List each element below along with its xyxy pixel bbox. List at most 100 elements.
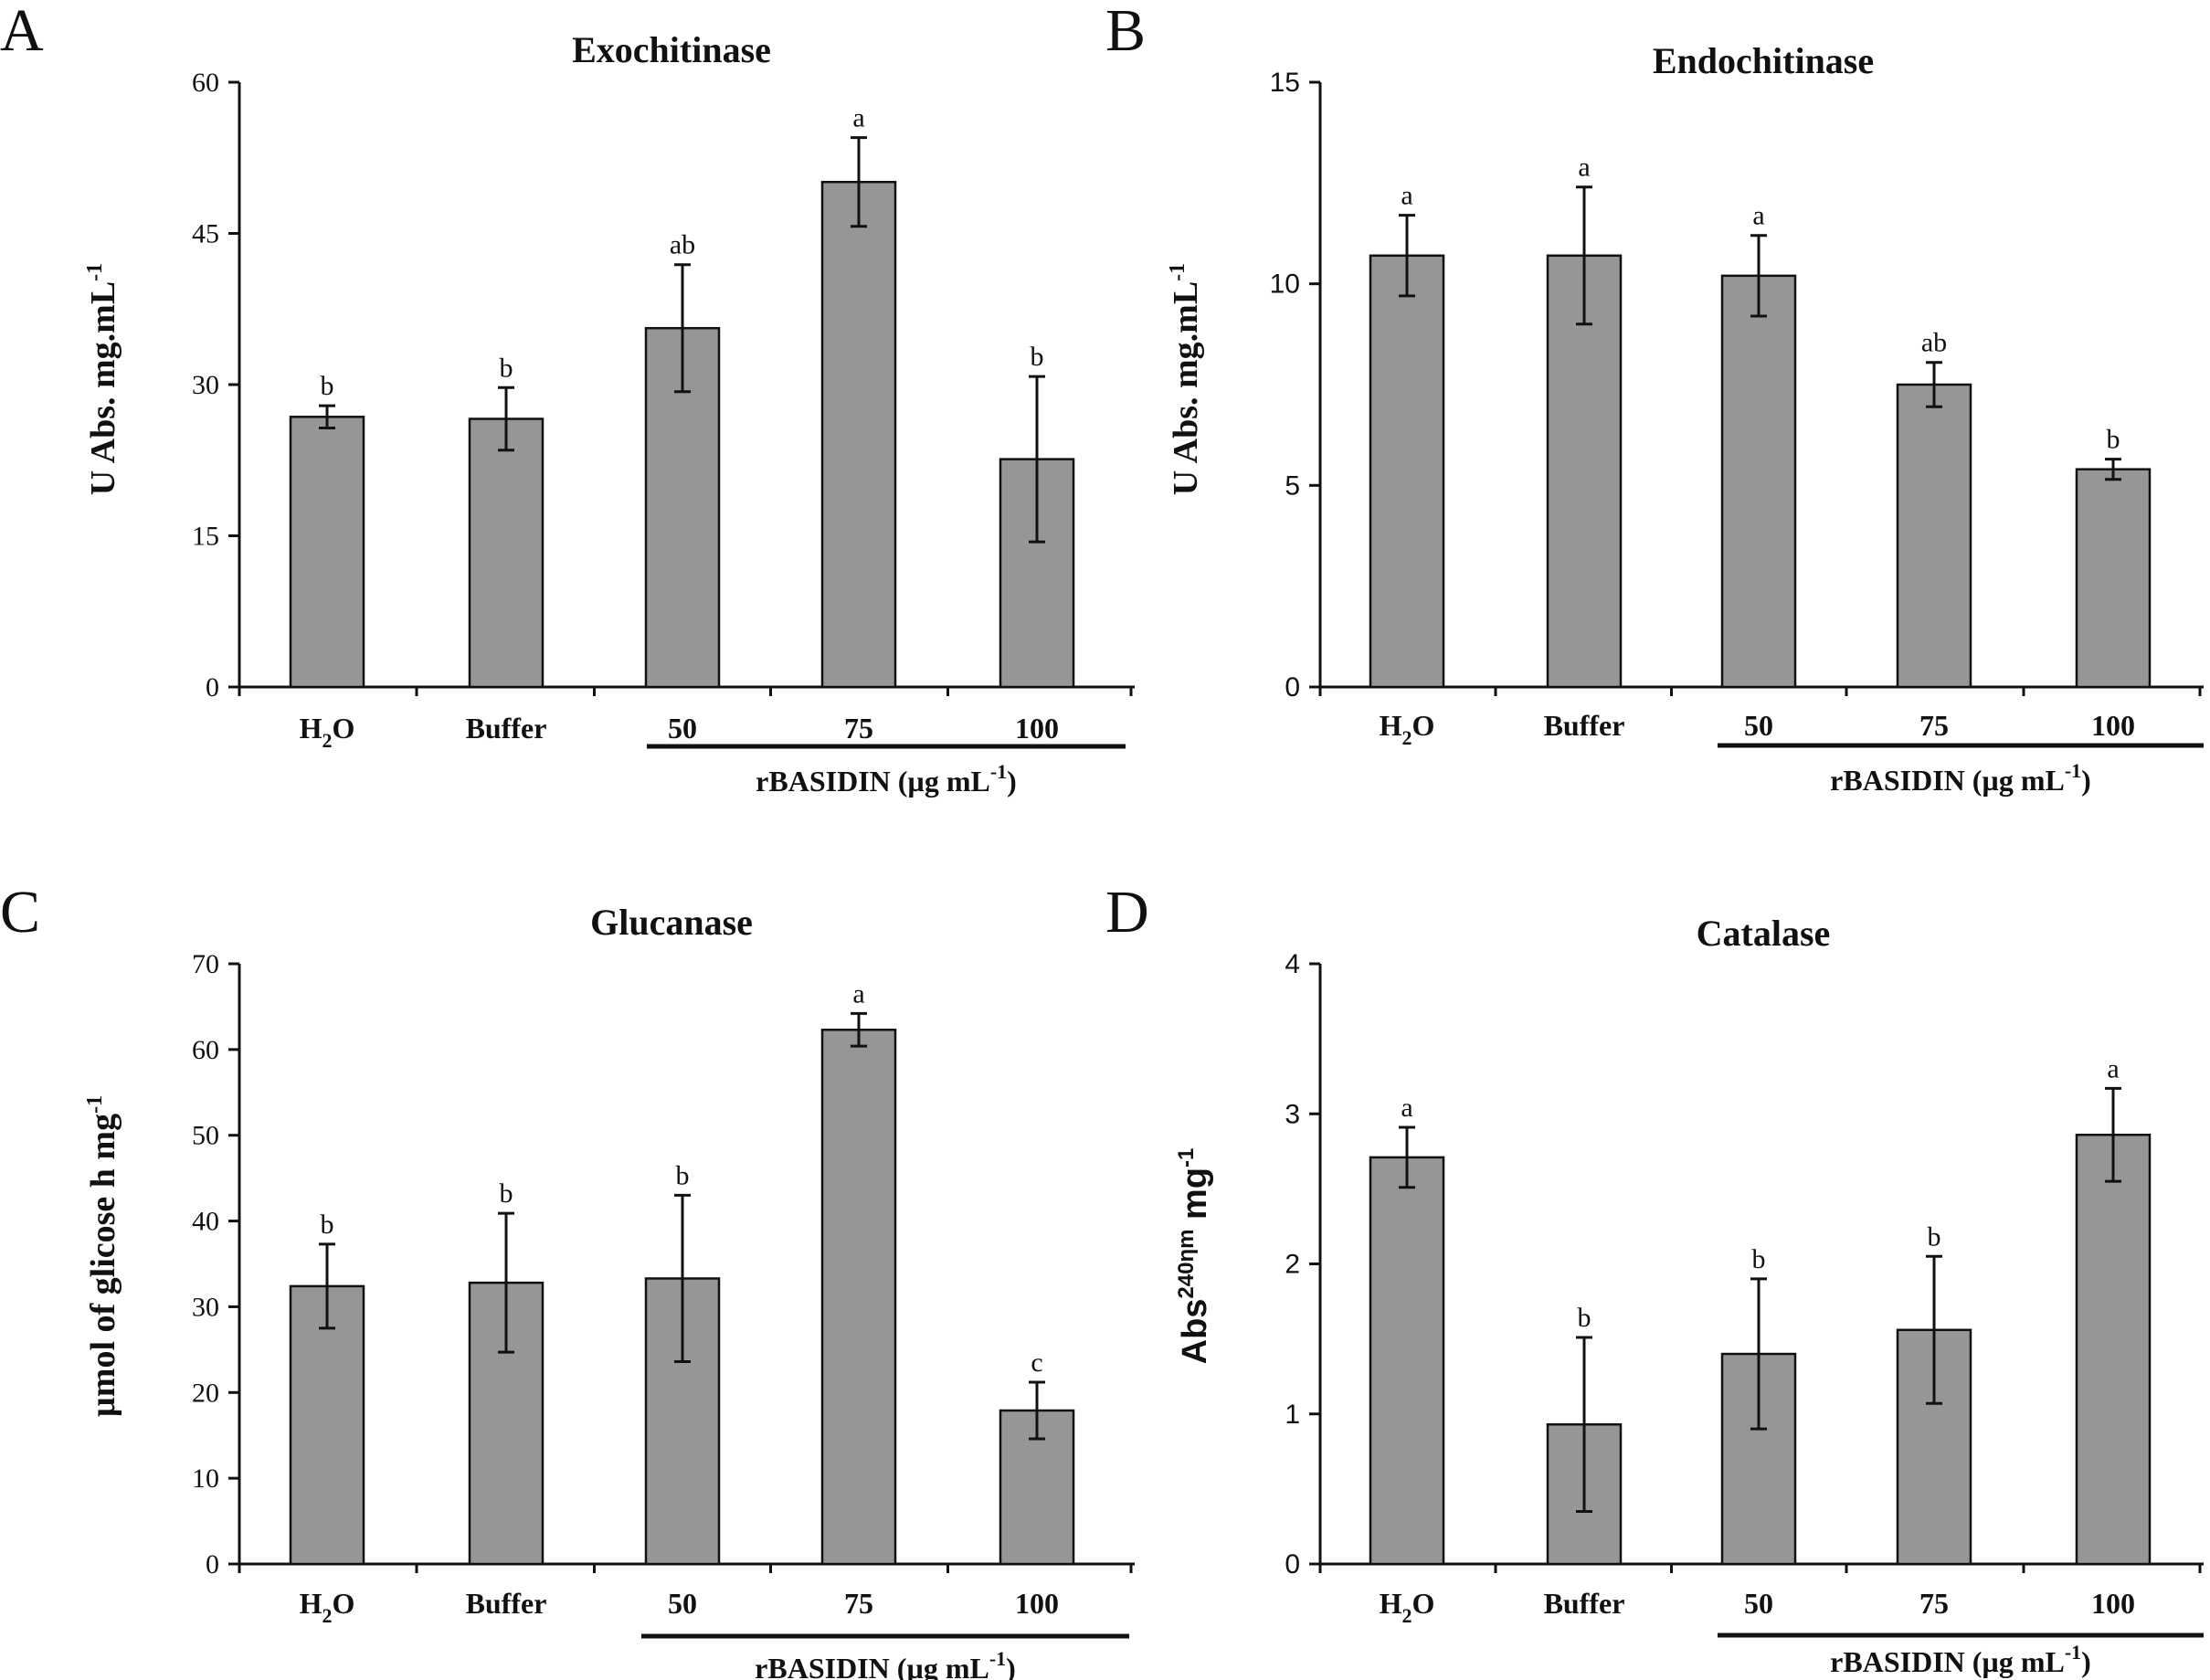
y-tick-label: 45	[192, 219, 219, 249]
x-tick-label-tail: O	[1412, 1587, 1435, 1620]
x-tick-label-main: 75	[844, 712, 873, 745]
y-tick-label: 4	[1285, 949, 1300, 979]
y-axis-title-text: µmol of glicose h mg	[84, 1114, 122, 1417]
y-tick-label: 10	[1270, 269, 1300, 300]
significance-letter: a	[852, 978, 864, 1009]
y-tick-label: 15	[192, 522, 219, 552]
y-tick-label: 50	[192, 1121, 219, 1151]
y-axis-title: Abs240ηm mg-1	[1174, 1148, 1214, 1365]
x-tick-label: 100	[1015, 1587, 1059, 1620]
x-tick-label: Buffer	[1544, 1587, 1625, 1620]
y-tick-label: 30	[192, 370, 219, 400]
x-tick-label-sub: 2	[1402, 726, 1412, 749]
panel-letter: C	[0, 879, 40, 946]
significance-letter: b	[500, 1178, 513, 1209]
bar-75	[820, 180, 897, 689]
chart-title: Glucanase	[590, 902, 753, 943]
x-tick-label-main: H	[1380, 1587, 1402, 1620]
y-axis-title-sup: -1	[83, 1095, 107, 1114]
significance-letter: b	[321, 371, 334, 401]
y-axis-title-sup: 240ηm	[1174, 1230, 1199, 1299]
y-tick-label: 30	[192, 1292, 219, 1322]
x-tick-label-sub: 2	[1402, 1604, 1412, 1627]
bar-75	[820, 1029, 897, 1566]
bar-h2o	[1369, 254, 1445, 689]
bar-h2o	[289, 416, 365, 689]
y-axis-title-tail: mg	[1176, 1168, 1214, 1230]
bar-100	[2075, 468, 2152, 689]
group-label-main: rBASIDIN (µg mL	[1830, 1645, 2065, 1678]
group-label-tail: )	[1006, 1652, 1016, 1680]
x-tick-label-main: 100	[1015, 712, 1059, 745]
significance-letter: b	[2107, 425, 2120, 455]
significance-letter: b	[321, 1210, 334, 1240]
group-label-sup: -1	[2065, 1641, 2081, 1664]
bar-75	[1896, 383, 1972, 689]
x-tick-label-main: 100	[2091, 1587, 2135, 1620]
bar-buffer	[468, 417, 545, 689]
panel-letter: A	[0, 0, 44, 64]
group-label: rBASIDIN (µg mL-1)	[1830, 759, 2091, 797]
x-tick-label-main: 75	[844, 1587, 873, 1620]
group-label-tail: )	[2081, 764, 2091, 797]
x-tick-label: Buffer	[466, 1587, 547, 1620]
significance-letter: c	[1031, 1347, 1042, 1378]
significance-letter: b	[1578, 1303, 1591, 1333]
group-label-tail: )	[1007, 765, 1017, 798]
y-axis-title: U Abs. mg.mL-1	[1166, 263, 1205, 495]
x-tick-label-tail: O	[333, 712, 355, 745]
x-tick-label-main: 50	[668, 712, 697, 745]
significance-letter: ab	[670, 230, 695, 260]
y-tick-label: 10	[192, 1463, 219, 1494]
significance-letter: ab	[1921, 328, 1947, 358]
y-tick-label: 40	[192, 1207, 219, 1237]
x-tick-label-main: Buffer	[466, 1587, 547, 1620]
group-label: rBASIDIN (µg mL-1)	[755, 1647, 1016, 1680]
panel-letter: B	[1105, 0, 1146, 64]
y-tick-label: 20	[192, 1378, 219, 1408]
y-tick-label: 0	[206, 1549, 219, 1580]
chart-panel-c: C Glucanase µmol of glicose h mg-1 0 10 20 30 4…	[0, 879, 1135, 1680]
significance-letter: a	[2107, 1053, 2119, 1083]
x-tick-label-main: Buffer	[1544, 709, 1625, 742]
x-tick-label-main: 100	[1015, 1587, 1059, 1620]
significance-letter: a	[1752, 201, 1764, 231]
significance-letter: b	[500, 353, 513, 383]
x-tick-label-main: 75	[1919, 1587, 1949, 1620]
bar-h2o	[289, 1284, 365, 1566]
group-label-main: rBASIDIN (µg mL	[756, 765, 990, 798]
x-tick-label-main: H	[300, 712, 323, 745]
significance-letter: a	[1401, 1093, 1412, 1123]
significance-letter: b	[1928, 1221, 1941, 1252]
y-tick-label: 0	[206, 672, 219, 703]
bar-h2o	[1369, 1156, 1445, 1566]
x-tick-label: Buffer	[466, 712, 547, 745]
x-tick-label: H2O	[1380, 1587, 1435, 1627]
panel-letter: D	[1105, 879, 1149, 946]
x-tick-label: 75	[844, 1587, 873, 1620]
y-tick-label: 0	[1285, 672, 1300, 703]
x-tick-label: 50	[668, 712, 697, 745]
y-axis-title: U Abs. mg.mL-1	[83, 263, 122, 495]
x-tick-label: 100	[2091, 709, 2135, 742]
bar-50	[1720, 274, 1797, 689]
group-label-main: rBASIDIN (µg mL	[755, 1652, 989, 1680]
significance-letter: b	[1031, 342, 1044, 372]
significance-letter: a	[852, 103, 864, 133]
chart-title: Endochitinase	[1653, 40, 1874, 81]
x-tick-label: 100	[1015, 712, 1059, 745]
x-tick-label: H2O	[300, 1587, 355, 1627]
y-axis-title-sup: -1	[83, 263, 107, 281]
x-tick-label-main: H	[1380, 709, 1402, 742]
x-tick-label-sub: 2	[323, 729, 333, 752]
x-tick-label: 75	[1919, 709, 1949, 742]
significance-letter: b	[1752, 1244, 1766, 1274]
x-tick-label-main: 100	[2091, 709, 2135, 742]
x-tick-label-main: 50	[1744, 1587, 1773, 1620]
x-tick-label-main: 50	[668, 1587, 697, 1620]
y-tick-label: 60	[192, 1035, 219, 1065]
x-tick-label: 50	[1744, 1587, 1773, 1620]
